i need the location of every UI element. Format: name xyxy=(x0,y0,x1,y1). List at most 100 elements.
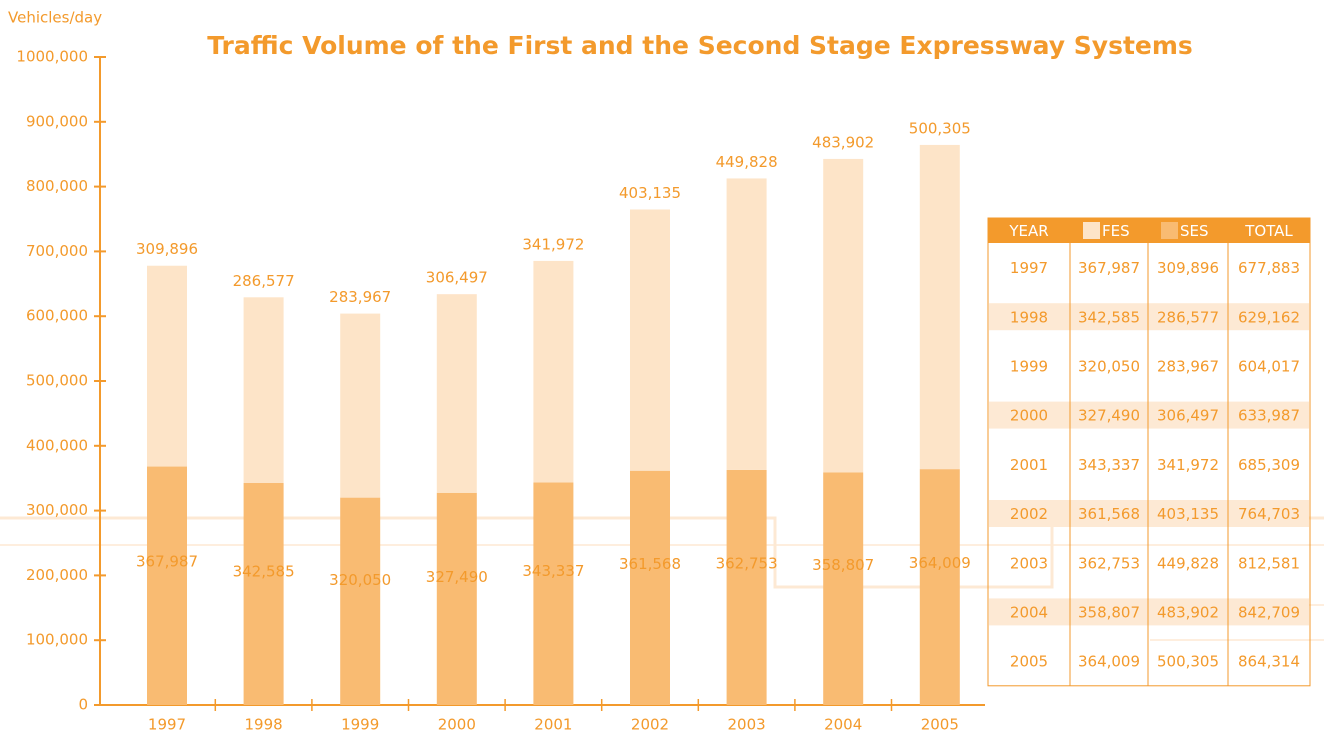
table-header-cell: TOTAL xyxy=(1244,222,1293,240)
value-label: 341,972 xyxy=(522,235,584,253)
x-tick-label: 2003 xyxy=(728,716,766,734)
y-tick-label: 300,000 xyxy=(26,501,88,519)
bar-segment xyxy=(726,469,767,705)
bar-segment xyxy=(533,482,574,705)
value-label: 342,585 xyxy=(233,562,295,580)
x-tick-label: 2000 xyxy=(438,716,476,734)
table-cell: 286,577 xyxy=(1157,308,1219,326)
table-stripe xyxy=(989,401,1309,429)
table-cell: 283,967 xyxy=(1157,358,1219,376)
value-label: 327,490 xyxy=(426,568,488,586)
value-label: 449,828 xyxy=(716,153,778,171)
table-cell: 1999 xyxy=(1010,358,1048,376)
table-cell: 2004 xyxy=(1010,604,1048,622)
y-tick-label: 900,000 xyxy=(26,112,88,130)
table-cell: 812,581 xyxy=(1238,554,1300,572)
bar-segment xyxy=(436,294,477,493)
value-label: 403,135 xyxy=(619,184,681,202)
legend-swatch xyxy=(1083,222,1100,239)
x-tick-label: 1999 xyxy=(341,716,379,734)
table-cell: 327,490 xyxy=(1078,407,1140,425)
table-cell: 449,828 xyxy=(1157,554,1219,572)
table-cell: 358,807 xyxy=(1078,604,1140,622)
table-cell: 306,497 xyxy=(1157,407,1219,425)
legend-swatch xyxy=(1161,222,1178,239)
y-axis-label: Vehicles/day xyxy=(8,9,102,27)
value-label: 320,050 xyxy=(329,571,391,589)
x-tick-label: 1997 xyxy=(148,716,186,734)
table-cell: 309,896 xyxy=(1157,259,1219,277)
bar-segment xyxy=(919,144,960,470)
value-label: 362,753 xyxy=(716,554,778,572)
table-cell: 629,162 xyxy=(1238,308,1300,326)
table-cell: 342,585 xyxy=(1078,308,1140,326)
bar-segment xyxy=(436,492,477,705)
table-cell: 2005 xyxy=(1010,653,1048,671)
table-cell: 633,987 xyxy=(1238,407,1300,425)
y-tick-label: 100,000 xyxy=(26,631,88,649)
y-tick-label: 200,000 xyxy=(26,566,88,584)
chart-title: Traffic Volume of the First and the Seco… xyxy=(207,31,1193,60)
table-stripe xyxy=(989,500,1309,527)
table-cell: 1998 xyxy=(1010,308,1048,326)
value-label: 500,305 xyxy=(909,119,971,137)
table-cell: 842,709 xyxy=(1238,604,1300,622)
bar-segment xyxy=(630,209,670,471)
table-border xyxy=(987,217,1311,687)
table-header xyxy=(988,218,1310,243)
value-label: 309,896 xyxy=(136,240,198,258)
bar-segment xyxy=(533,260,574,483)
value-label: 367,987 xyxy=(136,552,198,570)
value-label: 361,568 xyxy=(619,555,681,573)
bar-segment xyxy=(630,470,670,705)
x-tick-label: 2005 xyxy=(921,716,959,734)
y-tick-label: 400,000 xyxy=(26,436,88,454)
bar-segment xyxy=(243,483,284,705)
bar-segment xyxy=(919,469,960,705)
x-tick-label: 1998 xyxy=(245,716,283,734)
table-cell: 2001 xyxy=(1010,456,1048,474)
table-cell: 1997 xyxy=(1010,259,1048,277)
table-header-cell: YEAR xyxy=(1008,222,1048,240)
y-tick-label: 1000,000 xyxy=(16,48,88,66)
bar-segment xyxy=(147,466,187,705)
y-tick-label: 500,000 xyxy=(26,372,88,390)
table-stripe xyxy=(989,598,1309,626)
table-cell: 364,009 xyxy=(1078,653,1140,671)
value-label: 364,009 xyxy=(909,554,971,572)
bar-segment xyxy=(340,497,381,705)
table-cell: 2002 xyxy=(1010,505,1048,523)
y-tick-label: 600,000 xyxy=(26,307,88,325)
value-label: 283,967 xyxy=(329,288,391,306)
table-cell: 2000 xyxy=(1010,407,1048,425)
bar-segment xyxy=(823,158,864,473)
bar-segment xyxy=(823,472,864,705)
table-cell: 341,972 xyxy=(1157,456,1219,474)
table-cell: 362,753 xyxy=(1078,554,1140,572)
table-cell: 367,987 xyxy=(1078,259,1140,277)
table-cell: 403,135 xyxy=(1157,505,1219,523)
table-stripe xyxy=(989,303,1309,331)
y-tick-label: 800,000 xyxy=(26,177,88,195)
value-label: 306,497 xyxy=(426,269,488,287)
table-header-cell: SES xyxy=(1180,222,1209,240)
table-cell: 343,337 xyxy=(1078,456,1140,474)
table-cell: 500,305 xyxy=(1157,653,1219,671)
table-cell: 685,309 xyxy=(1238,456,1300,474)
x-tick-label: 2001 xyxy=(534,716,572,734)
bar-segment xyxy=(726,178,767,470)
x-tick-label: 2002 xyxy=(631,716,669,734)
table-cell: 764,703 xyxy=(1238,505,1300,523)
table-cell: 2003 xyxy=(1010,554,1048,572)
value-label: 483,902 xyxy=(812,133,874,151)
value-label: 286,577 xyxy=(233,272,295,290)
value-label: 343,337 xyxy=(522,562,584,580)
table-cell: 483,902 xyxy=(1157,604,1219,622)
bar-segment xyxy=(340,313,381,498)
table-header-cell: FES xyxy=(1102,222,1130,240)
bar-segment xyxy=(147,265,187,467)
table-cell: 320,050 xyxy=(1078,358,1140,376)
x-tick-label: 2004 xyxy=(824,716,862,734)
y-tick-label: 0 xyxy=(78,696,88,714)
